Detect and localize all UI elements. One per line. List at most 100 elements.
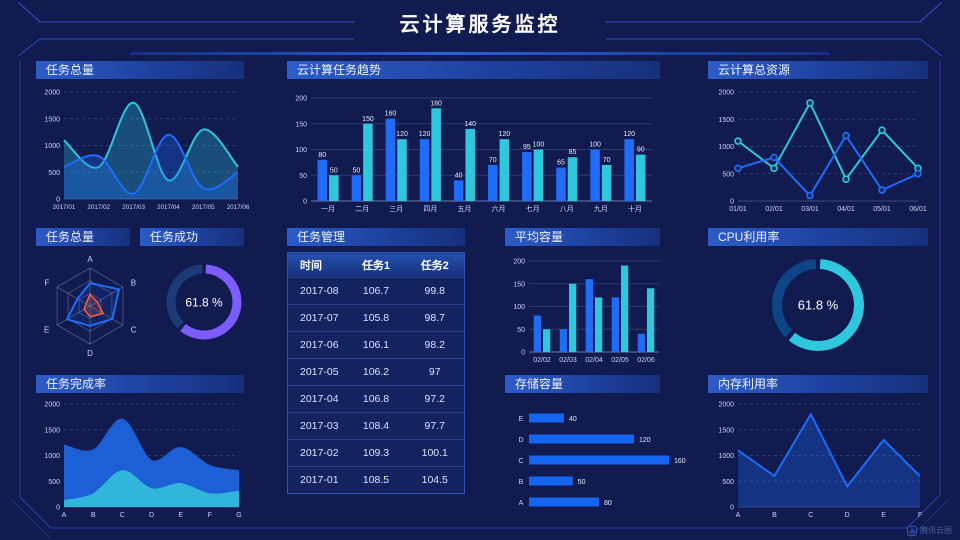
svg-text:十月: 十月	[628, 204, 642, 213]
table-cell: 97.2	[405, 385, 465, 413]
svg-text:150: 150	[295, 121, 307, 128]
svg-text:200: 200	[295, 96, 307, 103]
svg-text:02/01: 02/01	[765, 206, 783, 213]
svg-text:05/01: 05/01	[873, 206, 891, 213]
svg-text:八月: 八月	[560, 205, 574, 213]
svg-text:B: B	[519, 479, 524, 486]
panel-cloud-total-resources: 云计算总资源 0 500 1000 1500 2000 01/01 02/01 03/01 04…	[708, 61, 928, 216]
svg-text:1000: 1000	[718, 144, 734, 151]
svg-text:B: B	[91, 512, 96, 519]
svg-text:0: 0	[56, 505, 60, 512]
panel-title: 任务管理	[287, 228, 465, 246]
cloud-total-resources-chart: 0 500 1000 1500 2000 01/01 02/01 03/01 04/01 05/0…	[718, 90, 927, 214]
svg-text:100: 100	[589, 142, 601, 149]
table-cell: 105.8	[346, 304, 406, 332]
svg-text:03/01: 03/01	[801, 206, 819, 213]
panel-title: 任务完成率	[36, 375, 244, 393]
svg-text:一月: 一月	[321, 205, 335, 213]
svg-text:80: 80	[318, 152, 326, 159]
panel-title: 任务总量	[36, 61, 244, 79]
svg-text:2000: 2000	[718, 90, 734, 97]
svg-text:160: 160	[385, 111, 397, 118]
svg-text:100: 100	[533, 142, 545, 149]
tasks-total-line-chart: 0 500 1000 1500 2000 2017/01 2017/02 2017/03 201…	[44, 90, 249, 212]
watermark-logo-icon	[907, 525, 917, 536]
avg-capacity-chart: 0 50 100 150 200 02/02 02/03 02/04 02/05 02/06	[513, 259, 659, 364]
table-cell: 98.2	[405, 331, 465, 359]
table-cell: 2017-01	[287, 466, 347, 494]
panel-title: 存储容量	[505, 375, 660, 393]
table-row: 2017-02 109.3 100.1	[287, 439, 465, 467]
panel-title: 任务成功	[140, 228, 244, 246]
table-row: 2017-08 106.7 99.8	[287, 277, 465, 305]
svg-text:02/06: 02/06	[637, 357, 655, 364]
svg-text:C: C	[131, 326, 137, 335]
svg-text:1500: 1500	[718, 117, 734, 124]
tasks-total-radar-chart: A B C D E F	[44, 255, 137, 358]
table-cell: 2017-03	[287, 412, 347, 440]
panel-storage-capacity: 存储容量 E 40 D 120 C 160 B 50 A 80	[505, 375, 686, 522]
svg-text:95: 95	[523, 144, 531, 151]
svg-text:C: C	[808, 512, 813, 519]
svg-text:1500: 1500	[44, 116, 60, 123]
svg-text:四月: 四月	[423, 205, 437, 213]
svg-text:160: 160	[674, 458, 686, 465]
table-cell: 108.4	[346, 412, 406, 440]
svg-text:E: E	[44, 326, 49, 335]
svg-text:140: 140	[464, 121, 476, 128]
svg-text:100: 100	[513, 304, 525, 311]
svg-text:50: 50	[517, 327, 525, 334]
svg-text:02/02: 02/02	[533, 357, 551, 364]
panel-tasks-total-line: 任务总量 0 500 1000 1500 2000 2017/01 2017/02 2017/…	[36, 61, 250, 214]
svg-text:85: 85	[569, 149, 577, 156]
table-cell: 2017-05	[287, 358, 347, 386]
svg-text:1000: 1000	[44, 143, 60, 150]
svg-text:90: 90	[637, 147, 645, 154]
table-cell: 97	[405, 358, 465, 386]
svg-text:50: 50	[330, 167, 338, 174]
svg-text:0: 0	[730, 199, 734, 206]
table-cell: 106.8	[346, 385, 406, 413]
svg-text:500: 500	[722, 171, 734, 178]
svg-text:1500: 1500	[44, 427, 60, 434]
table-row: 2017-05 106.2 97	[287, 358, 465, 386]
svg-text:D: D	[87, 349, 93, 358]
svg-text:三月: 三月	[389, 205, 403, 213]
svg-text:2000: 2000	[44, 402, 60, 409]
svg-text:500: 500	[48, 170, 60, 177]
svg-text:1000: 1000	[718, 453, 734, 460]
svg-text:2017/06: 2017/06	[227, 204, 250, 211]
task-table: 时间 任务1 任务2 2017-08 106.7 99.8 2017-07 105.8 98.7…	[287, 252, 465, 494]
svg-text:2017/02: 2017/02	[87, 204, 110, 211]
svg-text:C: C	[518, 458, 523, 465]
cpu-utilization-gauge: 61.8 %	[772, 259, 864, 351]
svg-text:B: B	[772, 512, 777, 519]
table-row: 2017-04 106.8 97.2	[287, 385, 465, 413]
svg-text:1000: 1000	[44, 453, 60, 460]
svg-text:50: 50	[352, 167, 360, 174]
svg-text:80: 80	[604, 500, 612, 507]
svg-text:B: B	[131, 279, 136, 288]
svg-text:五月: 五月	[457, 205, 471, 213]
panel-avg-capacity: 平均容量 0 50 100 150 200 02/02 02/03 02/04 02/05 02/…	[505, 228, 660, 367]
svg-text:G: G	[236, 512, 241, 519]
task-completion-chart: 0 500 1000 1500 2000 A B C D E F G	[44, 402, 241, 520]
table-cell: 106.2	[346, 358, 406, 386]
svg-text:120: 120	[419, 131, 431, 138]
svg-text:70: 70	[489, 157, 497, 164]
svg-text:61.8 %: 61.8 %	[185, 295, 223, 309]
svg-text:500: 500	[722, 479, 734, 486]
svg-text:A: A	[519, 500, 524, 507]
table-row: 2017-06 106.1 98.2	[287, 331, 465, 359]
svg-text:2000: 2000	[718, 402, 734, 409]
svg-text:二月: 二月	[355, 205, 369, 213]
svg-text:06/01: 06/01	[909, 206, 927, 213]
panel-title: 任务总量	[36, 228, 130, 246]
watermark-text: 腾讯云图	[920, 526, 952, 535]
table-cell: 106.7	[346, 277, 406, 305]
table-cell: 2017-06	[287, 331, 347, 359]
panel-task-management: 任务管理 时间 任务1 任务2 2017-08 106.7 99.8 2017-07 105.…	[287, 228, 465, 494]
svg-text:65: 65	[557, 160, 565, 167]
svg-text:A: A	[62, 512, 67, 519]
svg-text:120: 120	[396, 131, 408, 138]
